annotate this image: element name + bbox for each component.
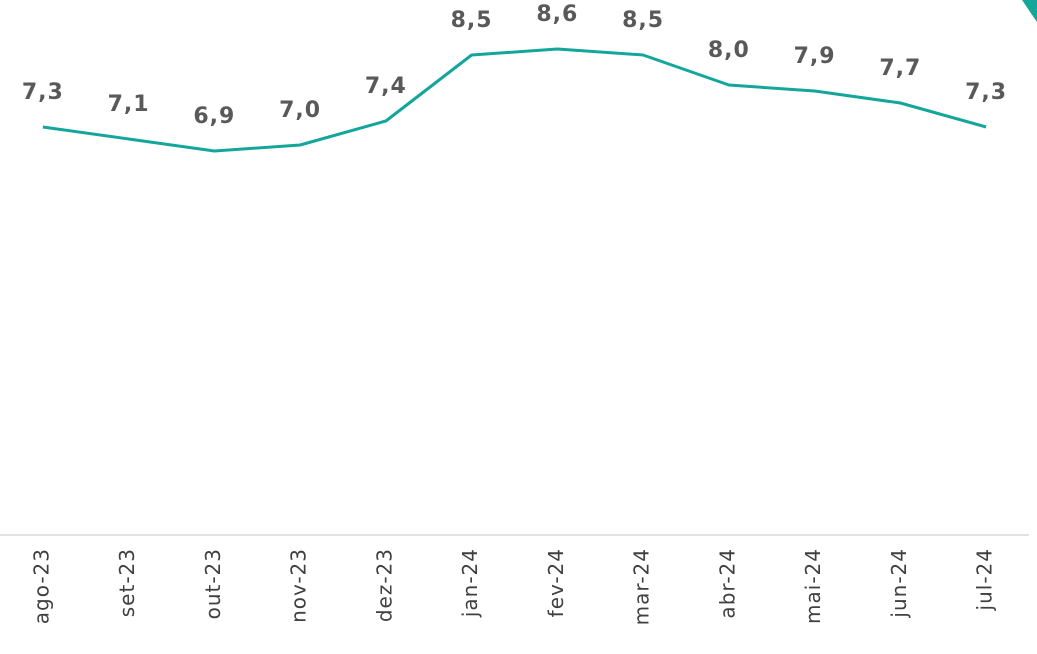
x-tick-label: nov-23 (287, 548, 311, 623)
x-tick-label: mai-24 (801, 548, 825, 624)
data-label: 7,9 (794, 44, 836, 69)
data-label: 7,7 (879, 56, 921, 81)
data-label: 8,5 (451, 8, 493, 33)
data-label: 8,6 (536, 2, 578, 27)
data-label: 7,3 (22, 80, 64, 105)
x-tick-label: set-23 (115, 548, 139, 617)
data-label: 8,5 (622, 8, 664, 33)
x-tick-label: mar-24 (630, 548, 654, 625)
line (42, 47, 987, 153)
x-tick-label: ago-23 (29, 548, 53, 624)
decoration (1022, 0, 1037, 22)
x-tick-label: dez-23 (372, 548, 396, 622)
data-label: 7,4 (365, 74, 407, 99)
data-label: 6,9 (193, 104, 235, 129)
x-tick-label: jan-24 (458, 548, 482, 618)
x-tick-label: jul-24 (973, 548, 997, 611)
data-label: 7,3 (965, 80, 1007, 105)
x-tick-label: out-23 (201, 548, 225, 619)
data-label: 7,1 (108, 92, 150, 117)
x-tick-label: jun-24 (887, 548, 911, 619)
x-tick-label: abr-24 (715, 548, 739, 619)
data-label: 8,0 (708, 38, 750, 63)
x-tick-label: fev-24 (544, 548, 568, 617)
data-label: 7,0 (279, 98, 321, 123)
